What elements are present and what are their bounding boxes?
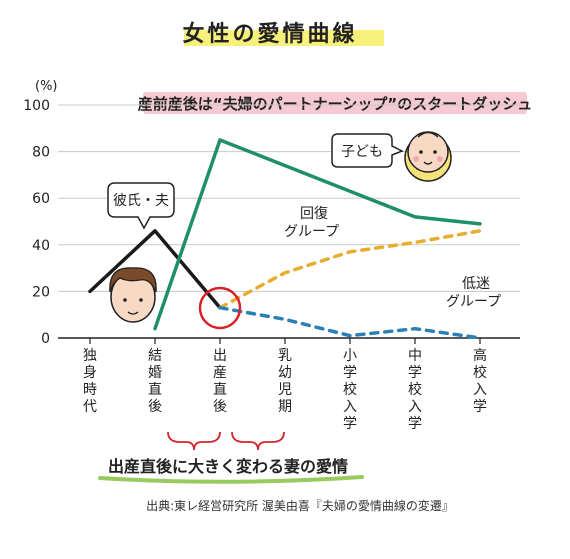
x-category-label: 中学校入学: [408, 348, 422, 432]
y-tick-label: 60: [32, 191, 50, 207]
annotation-underline: [98, 475, 364, 484]
annotation-text: 出産直後に大きく変わる妻の愛情: [108, 457, 348, 476]
bracket-birth-to-infancy: [231, 431, 285, 451]
y-tick-label: 40: [32, 238, 50, 254]
chart-title: 女性の愛情曲線: [182, 21, 357, 47]
banner-text: 産前産後は“夫婦のパートナーシップ”のスタートダッシュ: [138, 95, 532, 113]
title-highlight: [184, 30, 384, 46]
series-line: [218, 305, 482, 340]
x-category-label: 結婚直後: [148, 348, 162, 415]
x-category-label: 乳幼児期: [278, 348, 292, 415]
x-category-label: 出産直後: [213, 348, 227, 415]
banner-highlight: [143, 92, 527, 114]
series-line: [88, 229, 222, 310]
child-bubble: 子ども: [331, 133, 404, 168]
group-label-text: 回復グループ: [284, 205, 339, 240]
x-category-label: 小学校入学: [343, 348, 357, 432]
low-group-label: 低迷グループ: [446, 276, 501, 310]
x-category-label: 高校入学: [473, 347, 487, 415]
partner-bubble: 彼氏・夫: [107, 182, 175, 230]
husband-illustration-icon: [109, 267, 157, 323]
y-tick-label: 100: [23, 98, 50, 114]
bracket-marriage-to-birth: [167, 431, 221, 451]
series-lines: [88, 138, 482, 340]
y-tick-label: 0: [41, 331, 50, 347]
source-text: 出典:東レ経営研究所 渥美由喜『夫婦の愛情曲線の変遷』: [146, 498, 454, 513]
y-tick-labels: 0 20 40 60 80 100: [23, 98, 50, 347]
birth-highlight-circle: [198, 286, 242, 330]
y-tick-label: 80: [32, 145, 50, 161]
x-category-labels: 独身時代 結婚直後 出産直後 乳幼児期 小学校入学 中学校入学 高校入学: [83, 338, 487, 432]
baby-illustration-icon: [404, 131, 452, 182]
series-line: [218, 229, 482, 310]
x-category-label: 独身時代: [83, 348, 97, 415]
y-unit: (%): [35, 79, 58, 94]
recovery-group-label: 回復グループ: [284, 205, 339, 240]
series-line: [153, 138, 482, 331]
child-label: 子ども: [341, 144, 383, 160]
partner-label: 彼氏・夫: [113, 193, 169, 209]
y-tick-label: 20: [32, 284, 50, 300]
group-label-text: 低迷グループ: [446, 276, 501, 310]
